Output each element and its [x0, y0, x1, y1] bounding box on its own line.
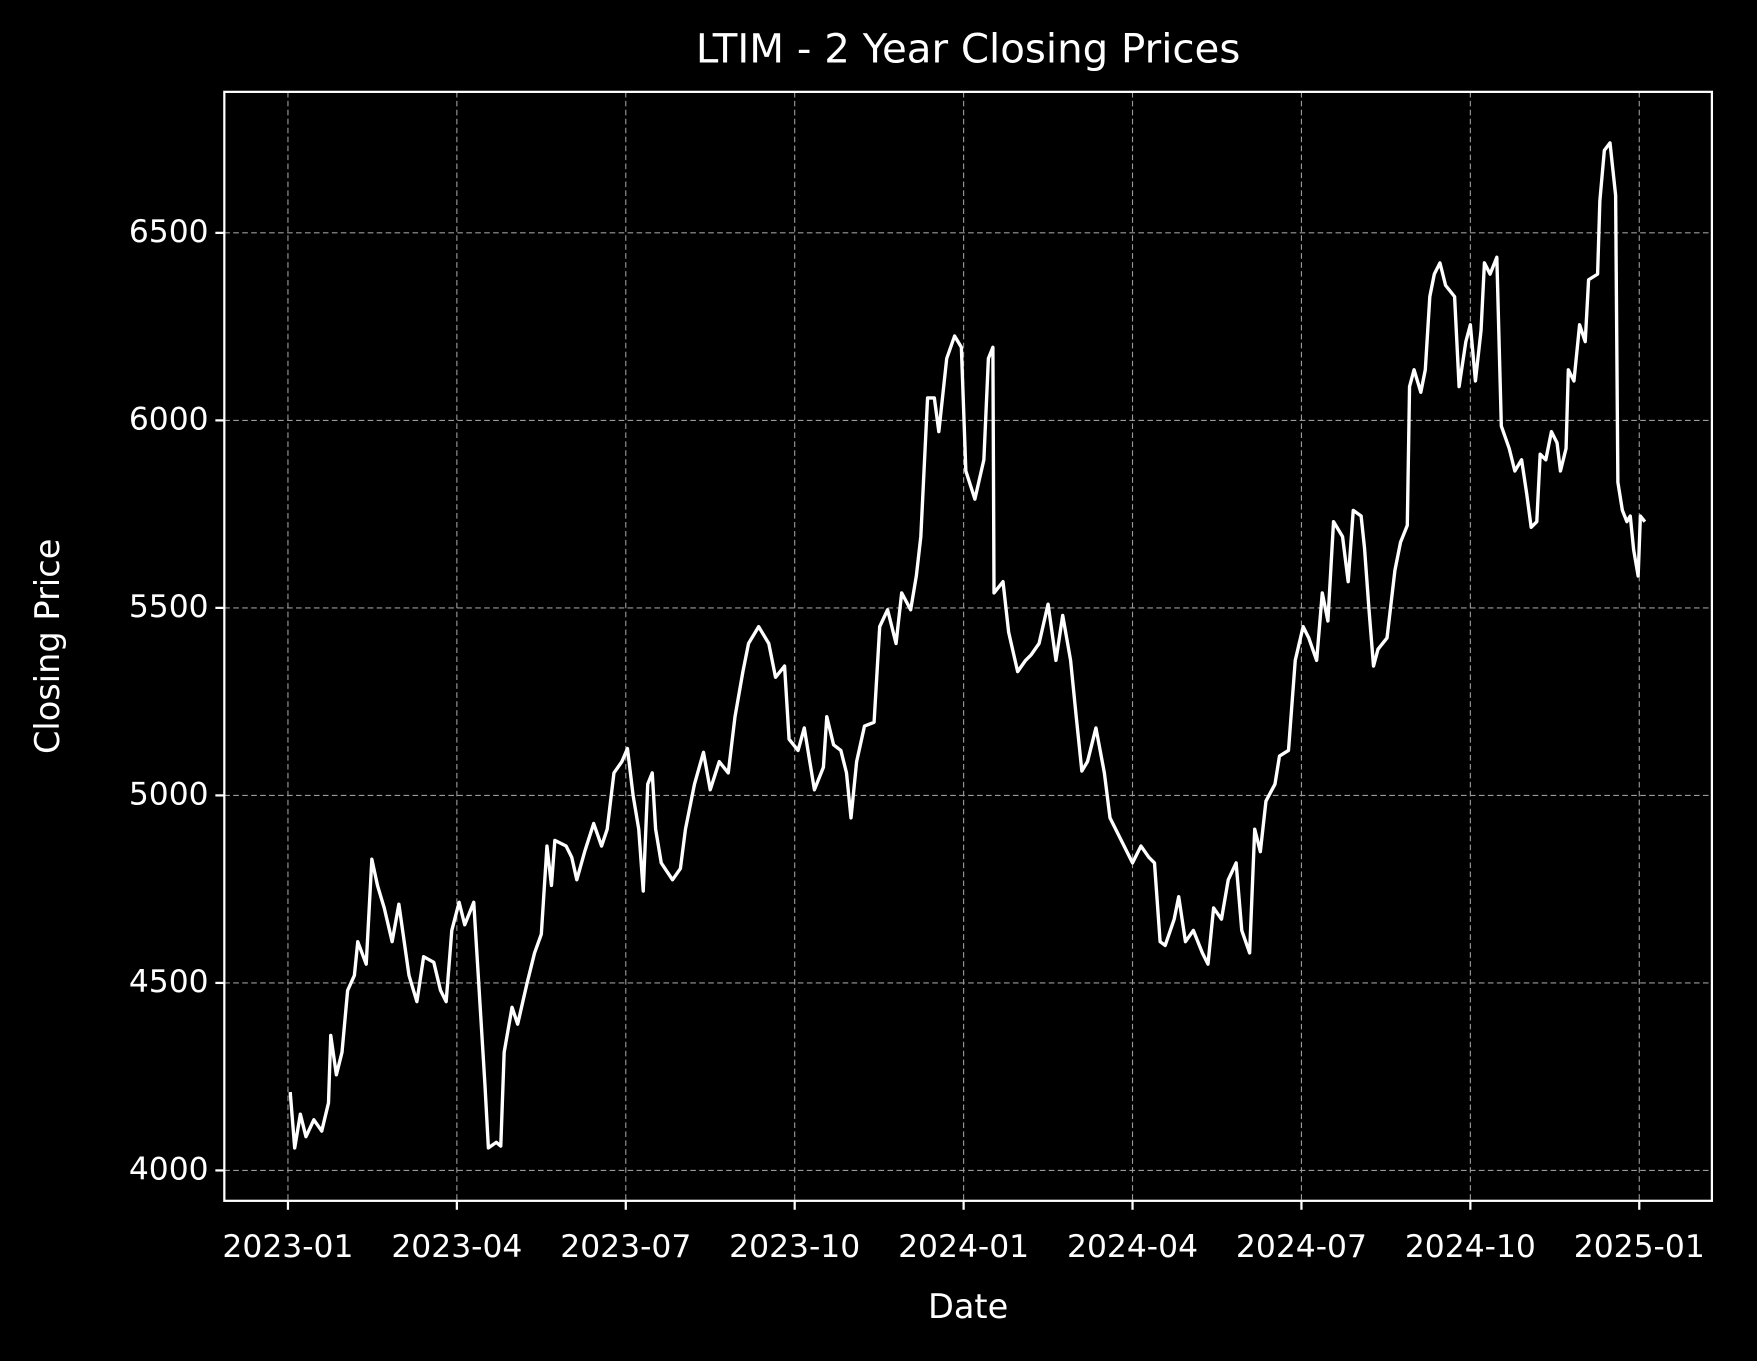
plot-frame	[223, 90, 1714, 1202]
x-tick-label: 2024-10	[1405, 1229, 1536, 1265]
chart-title: LTIM - 2 Year Closing Prices	[696, 26, 1241, 73]
x-tick-label: 2023-10	[729, 1229, 860, 1265]
x-tick-label: 2024-04	[1067, 1229, 1198, 1265]
y-tick-label: 4000	[129, 1151, 209, 1187]
y-tick-label: 5500	[129, 589, 209, 625]
x-tick-label: 2024-07	[1236, 1229, 1367, 1265]
y-axis-label: Closing Price	[28, 539, 67, 754]
price-line	[288, 141, 1647, 1150]
y-tick-label: 6000	[129, 401, 209, 437]
y-tick-label: 4500	[129, 964, 209, 1000]
y-tick-label: 6500	[129, 214, 209, 250]
x-axis-label: Date	[928, 1287, 1008, 1326]
y-tick-label: 5000	[129, 776, 209, 812]
x-tick-label: 2025-01	[1574, 1229, 1705, 1265]
x-tick-label: 2023-01	[222, 1229, 353, 1265]
x-tick-label: 2024-01	[898, 1229, 1029, 1265]
x-tick-label: 2023-04	[391, 1229, 522, 1265]
x-tick-label: 2023-07	[560, 1229, 691, 1265]
